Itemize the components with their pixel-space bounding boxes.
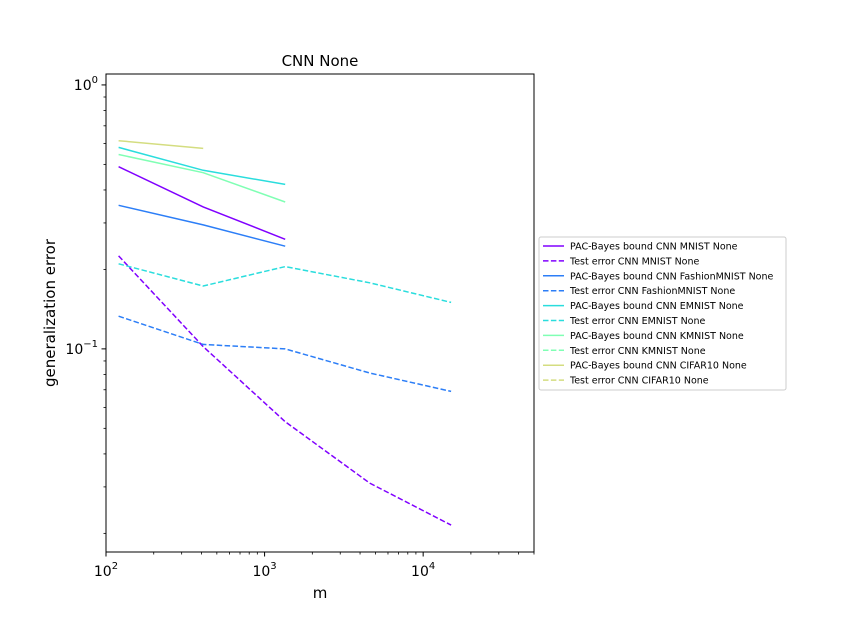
legend-label: PAC-Bayes bound CNN MNIST None <box>570 242 738 253</box>
legend-label: PAC-Bayes bound CNN FashionMNIST None <box>570 271 774 282</box>
series-line <box>118 315 452 393</box>
series-line <box>118 153 286 203</box>
series-line <box>118 139 204 150</box>
legend-label: Test error CNN KMNIST None <box>569 346 706 357</box>
y-tick-label: 10−1 <box>65 339 98 358</box>
x-axis-label: m <box>313 584 328 602</box>
legend-label: Test error CNN EMNIST None <box>569 316 706 327</box>
series-line <box>118 204 286 247</box>
x-tick-label: 104 <box>411 561 435 580</box>
legend-label: PAC-Bayes bound CNN CIFAR10 None <box>570 361 747 372</box>
y-axis: 100 10−1 <box>65 75 106 534</box>
legend-label: PAC-Bayes bound CNN KMNIST None <box>570 331 744 342</box>
legend-label: PAC-Bayes bound CNN EMNIST None <box>570 301 744 312</box>
legend-label: Test error CNN MNIST None <box>569 256 700 267</box>
plot-area <box>105 73 535 553</box>
plot-frame <box>105 73 535 553</box>
x-tick-label: 102 <box>94 561 118 580</box>
chart-title: CNN None <box>282 52 359 70</box>
series-group <box>118 139 452 526</box>
y-axis-label: generalization error <box>41 238 59 387</box>
series-line <box>118 263 452 304</box>
legend: PAC-Bayes bound CNN MNIST None Test error… <box>538 236 787 391</box>
legend-label: Test error CNN FashionMNIST None <box>569 286 735 297</box>
y-tick-label: 100 <box>74 75 98 94</box>
series-line <box>118 166 286 240</box>
series-line <box>118 255 452 526</box>
x-tick-label: 103 <box>252 561 276 580</box>
legend-box <box>538 236 787 391</box>
x-axis: 102 103 104 <box>94 552 535 580</box>
series-line <box>118 146 286 186</box>
legend-label: Test error CNN CIFAR10 None <box>569 376 709 387</box>
